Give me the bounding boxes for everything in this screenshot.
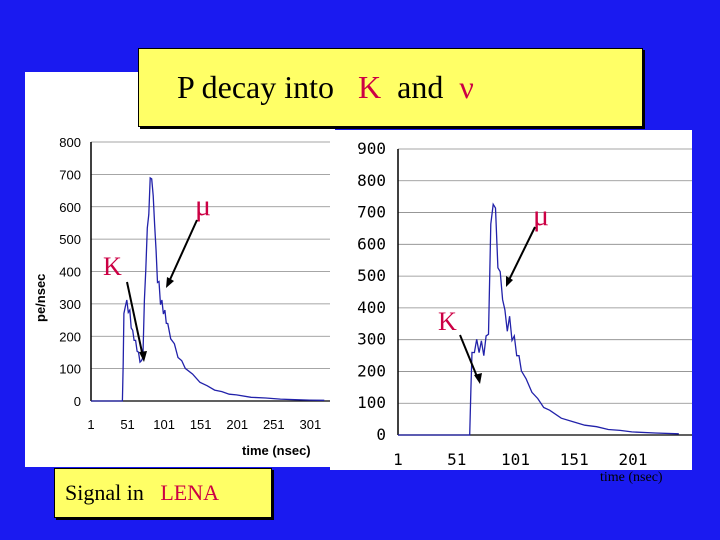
right-signal-trace: [398, 202, 679, 436]
left-x-tick-label: 251: [263, 417, 285, 432]
right-y-ticks: 0 100 200 300 400 500 600 700 800 900: [357, 139, 386, 444]
left-y-tick-label: 500: [59, 232, 81, 247]
right-y-tick-label: 200: [357, 361, 386, 380]
left-y-tick-label: 300: [59, 297, 81, 312]
right-x-tick-label: 1: [393, 450, 403, 469]
left-y-tick-label: 0: [74, 394, 81, 409]
title-box: P decay into K and ν: [138, 48, 643, 127]
page-title: P decay into K and ν: [177, 69, 474, 106]
left-y-tick-label: 800: [59, 135, 81, 150]
left-x-tick-label: 301: [300, 417, 322, 432]
right-mu-arrowhead: [506, 276, 513, 287]
left-gridlines: [90, 141, 330, 402]
right-k-arrowhead: [474, 373, 482, 384]
left-mu-label: μ: [195, 189, 211, 222]
left-chart-panel: 0 100 200 300 400 500 600 700 800 1 51 101 151 201 25…: [25, 72, 335, 467]
right-y-tick-label: 400: [357, 298, 386, 317]
left-mu-arrowhead: [166, 277, 174, 288]
right-x-tick-label: 51: [447, 450, 466, 469]
caption-prefix: Signal in: [65, 480, 144, 505]
right-y-tick-label: 900: [357, 139, 386, 158]
caption-box: Signal in LENA: [54, 468, 272, 518]
caption-lena: LENA: [160, 480, 219, 505]
right-x-tick-label: 101: [501, 450, 530, 469]
left-y-axis-label: pe/nsec: [33, 274, 48, 322]
right-k-arrow: [459, 334, 479, 380]
left-x-tick-label: 1: [87, 417, 94, 432]
left-y-tick-label: 400: [59, 265, 81, 280]
right-chart-panel: 0 100 200 300 400 500 600 700 800 900 1 51 101 151 20…: [330, 130, 692, 470]
right-mu-label: μ: [533, 199, 549, 232]
left-y-ticks: 0 100 200 300 400 500 600 700 800: [59, 135, 81, 409]
caption-text: Signal in LENA: [65, 480, 219, 506]
left-signal-trace: [91, 176, 325, 402]
right-y-tick-label: 500: [357, 266, 386, 285]
left-k-arrowhead: [139, 351, 147, 362]
left-y-tick-label: 100: [59, 362, 81, 377]
right-y-tick-label: 300: [357, 330, 386, 349]
right-x-ticks: 1 51 101 151 201: [393, 450, 647, 469]
right-gridlines: [397, 148, 692, 436]
left-mu-arrow: [167, 219, 198, 285]
left-y-tick-label: 200: [59, 329, 81, 344]
right-x-axis-label-outside: time (nsec): [600, 470, 663, 485]
right-k-label: K: [438, 307, 457, 336]
title-nu: ν: [459, 69, 474, 105]
left-y-tick-label: 700: [59, 167, 81, 182]
right-mu-arrow: [507, 226, 536, 283]
right-y-tick-label: 700: [357, 203, 386, 222]
left-x-tick-label: 101: [153, 417, 175, 432]
title-k: K: [358, 69, 382, 105]
right-y-tick-label: 0: [376, 425, 386, 444]
left-x-axis-label: time (nsec): [242, 443, 311, 458]
right-y-tick-label: 100: [357, 393, 386, 412]
left-x-tick-label: 151: [190, 417, 212, 432]
left-x-tick-label: 51: [120, 417, 134, 432]
left-k-arrow: [126, 281, 144, 358]
right-x-tick-label: 201: [619, 450, 648, 469]
left-x-ticks: 1 51 101 151 201 251 301: [87, 417, 321, 432]
right-y-tick-label: 800: [357, 171, 386, 190]
title-and: and: [397, 69, 444, 105]
left-x-tick-label: 201: [226, 417, 248, 432]
left-k-label: K: [103, 252, 122, 281]
left-y-tick-label: 600: [59, 200, 81, 215]
title-prefix: P decay into: [177, 69, 334, 105]
right-y-tick-label: 600: [357, 234, 386, 253]
right-x-tick-label: 151: [560, 450, 589, 469]
